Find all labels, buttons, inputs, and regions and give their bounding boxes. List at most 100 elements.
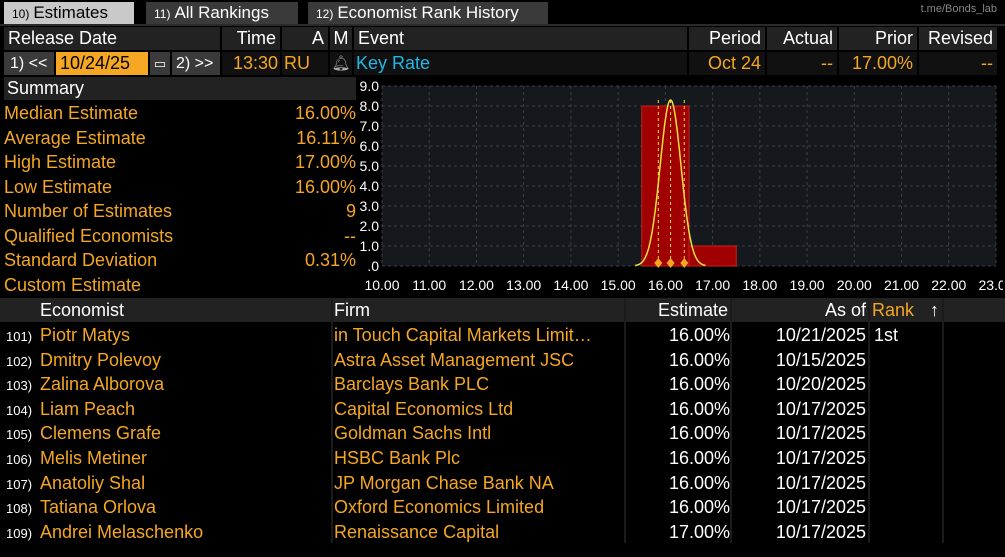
- col-header-as-of[interactable]: As of: [824, 300, 866, 320]
- table-row[interactable]: 105) Clemens Grafe Goldman Sachs Intl 16.00…: [0, 421, 1005, 446]
- x-tick-label: 14.00: [553, 277, 588, 293]
- y-tick-label: 2.0: [360, 218, 380, 234]
- event-prior: 17.00%: [839, 52, 917, 75]
- histogram-bar: [641, 105, 690, 267]
- economist-name[interactable]: Andrei Melaschenko: [40, 521, 204, 542]
- as-of-date: 10/17/2025: [775, 521, 866, 542]
- economist-name[interactable]: Clemens Grafe: [40, 423, 162, 444]
- event-period: Oct 24: [689, 52, 765, 75]
- next-date-button[interactable]: 2) >>: [172, 52, 220, 75]
- header-time: Time: [222, 27, 280, 50]
- summary-value: 16.00%: [294, 103, 356, 123]
- firm-name[interactable]: Oxford Economics Limited: [334, 497, 545, 518]
- summary-row: Custom Estimate: [4, 273, 356, 298]
- table-row[interactable]: 101) Piotr Matys in Touch Capital Markets …: [0, 323, 1005, 348]
- economist-name[interactable]: Dmitry Polevoy: [40, 349, 162, 370]
- column-divider: [331, 298, 333, 543]
- row-number: 107): [6, 476, 33, 492]
- table-row[interactable]: 104) Liam Peach Capital Economics Ltd 16.00…: [0, 397, 1005, 422]
- summary-title: Summary: [4, 77, 356, 100]
- y-tick-label: 6.0: [360, 138, 380, 154]
- header-event: Event: [354, 27, 687, 50]
- table-row[interactable]: 109) Andrei Melaschenko Renaissance Capita…: [0, 520, 1005, 545]
- header-prior: Prior: [839, 27, 917, 50]
- column-divider: [730, 298, 732, 543]
- summary-value: 0.31%: [304, 250, 356, 270]
- summary-row: Average Estimate 16.11%: [4, 126, 356, 151]
- tab-number: 11): [154, 7, 171, 21]
- as-of-date: 10/17/2025: [775, 497, 866, 518]
- y-tick-label: 7.0: [360, 118, 380, 134]
- economist-name[interactable]: Melis Metiner: [40, 448, 148, 468]
- economist-name[interactable]: Piotr Matys: [40, 325, 131, 345]
- col-header-estimate[interactable]: Estimate: [657, 300, 728, 320]
- summary-row: Number of Estimates 9: [4, 199, 356, 224]
- sort-ascending-icon[interactable]: ↑: [930, 300, 939, 320]
- table-row[interactable]: 103) Zalina Alborova Barclays Bank PLC 16.0…: [0, 372, 1005, 397]
- table-row[interactable]: 106) Melis Metiner HSBC Bank Plc 16.00% 10/1…: [0, 446, 1005, 471]
- row-number: 101): [6, 329, 33, 344]
- economist-name[interactable]: Tatiana Orlova: [40, 497, 157, 518]
- event-country: RU: [282, 52, 328, 75]
- x-tick-label: 17.00: [695, 277, 730, 293]
- summary-label: Standard Deviation: [4, 250, 158, 270]
- column-divider: [868, 298, 870, 543]
- estimate-value: 16.00%: [668, 497, 730, 518]
- firm-name[interactable]: Astra Asset Management JSC: [334, 349, 575, 370]
- x-tick-label: 13.00: [506, 277, 541, 293]
- x-tick-label: 20.00: [837, 277, 872, 293]
- firm-name[interactable]: HSBC Bank Plc: [334, 448, 461, 468]
- summary-label: Average Estimate: [4, 127, 146, 148]
- table-row[interactable]: 102) Dmitry Polevoy Astra Asset Management…: [0, 348, 1005, 373]
- event-actual: --: [767, 52, 837, 75]
- x-tick-label: 18.00: [742, 277, 777, 293]
- summary-value: 16.11%: [296, 127, 356, 148]
- firm-name[interactable]: in Touch Capital Markets Limit…: [334, 325, 592, 345]
- firm-name[interactable]: Goldman Sachs Intl: [334, 423, 492, 444]
- table-row[interactable]: 107) Anatoliy Shal JP Morgan Chase Bank NA…: [0, 471, 1005, 496]
- bell-icon[interactable]: 🔔︎: [330, 52, 352, 75]
- summary-value: 16.00%: [294, 176, 356, 197]
- col-header-economist[interactable]: Economist: [40, 300, 125, 320]
- as-of-date: 10/21/2025: [775, 325, 866, 345]
- tab-divider: [0, 24, 1005, 26]
- tab-all-rankings[interactable]: 11) All Rankings: [146, 2, 298, 24]
- x-tick-label: 15.00: [601, 277, 636, 293]
- summary-label: Low Estimate: [4, 176, 113, 197]
- summary-row: Standard Deviation 0.31%: [4, 248, 356, 273]
- col-header-rank[interactable]: Rank: [872, 300, 915, 320]
- estimate-value: 16.00%: [668, 349, 730, 370]
- y-tick-label: 8.0: [360, 98, 380, 114]
- table-row[interactable]: 108) Tatiana Orlova Oxford Economics Limit…: [0, 495, 1005, 520]
- event-name[interactable]: Key Rate: [354, 52, 687, 75]
- economist-name[interactable]: Anatoliy Shal: [40, 472, 146, 493]
- calendar-icon[interactable]: ▭: [150, 52, 170, 75]
- y-tick-label: 5.0: [360, 158, 380, 174]
- firm-name[interactable]: Barclays Bank PLC: [334, 374, 490, 395]
- summary-label: Median Estimate: [4, 103, 139, 123]
- row-number: 102): [6, 353, 33, 369]
- prev-date-button[interactable]: 1) <<: [4, 52, 54, 75]
- x-tick-label: 12.00: [459, 277, 494, 293]
- tab-label: Economist Rank History: [337, 3, 519, 22]
- summary-label: Number of Estimates: [4, 201, 173, 221]
- row-number: 103): [6, 378, 33, 394]
- firm-name[interactable]: Renaissance Capital: [334, 521, 500, 542]
- tab-economist-rank-history[interactable]: 12) Economist Rank History: [308, 2, 548, 24]
- firm-name[interactable]: Capital Economics Ltd: [334, 398, 514, 419]
- as-of-date: 10/17/2025: [775, 472, 866, 493]
- firm-name[interactable]: JP Morgan Chase Bank NA: [334, 472, 554, 493]
- estimate-value: 16.00%: [668, 325, 730, 345]
- summary-value: 9: [345, 201, 356, 221]
- release-date-field[interactable]: 10/24/25: [56, 52, 148, 75]
- tab-estimates[interactable]: 10) Estimates: [4, 2, 134, 24]
- economist-name[interactable]: Liam Peach: [40, 398, 136, 419]
- summary-row: Low Estimate 16.00%: [4, 175, 356, 200]
- estimate-value: 16.00%: [668, 423, 730, 444]
- col-header-firm[interactable]: Firm: [334, 300, 370, 320]
- summary-value: --: [344, 225, 356, 246]
- estimate-distribution-chart: 9.0 8.0 7.0 6.0 5.0 4.0 3.0 2.0 1.0 .0 10.00 11.00 1…: [360, 78, 1003, 293]
- economist-name[interactable]: Zalina Alborova: [40, 374, 165, 395]
- header-a: A: [282, 27, 328, 50]
- tab-number: 10): [12, 7, 30, 21]
